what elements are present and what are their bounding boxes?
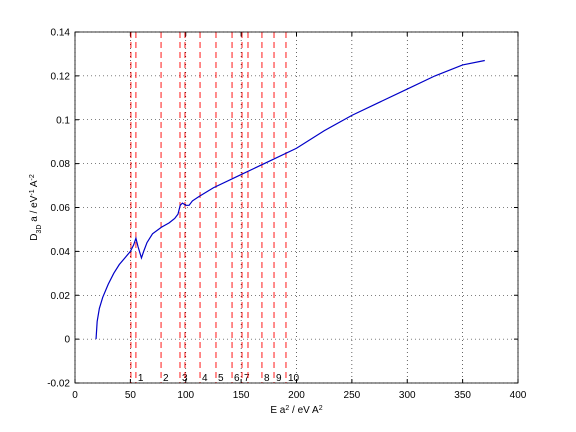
x-tick-label: 300: [399, 390, 416, 401]
y-axis-label-part: A: [29, 180, 40, 189]
x-tick-label: 150: [233, 390, 250, 401]
y-tick-label: 0.08: [51, 159, 71, 170]
x-tick-label: 50: [125, 390, 137, 401]
marker-label: 4: [202, 373, 208, 384]
y-tick-label: 0.04: [51, 247, 71, 258]
marker-label: 3: [182, 373, 188, 384]
marker-label: 9: [276, 373, 282, 384]
x-tick-label: 350: [454, 390, 471, 401]
x-tick-label: 200: [288, 390, 305, 401]
y-tick-label: 0: [64, 335, 70, 346]
marker-label: 2: [163, 373, 169, 384]
marker-label: 8: [264, 373, 270, 384]
y-tick-label: 0.06: [51, 203, 71, 214]
marker-label: 1: [138, 373, 144, 384]
x-tick-label: 250: [344, 390, 361, 401]
marker-label: 5: [218, 373, 224, 384]
y-axis-label-part: -2: [29, 174, 36, 180]
x-axis-label: E a2 / eV A2: [270, 405, 322, 417]
y-axis-label-part: D: [29, 234, 40, 241]
x-axis-label-part: / eV A: [289, 405, 319, 416]
axes-box: [74, 31, 519, 384]
y-tick-label: 0.02: [51, 291, 71, 302]
x-axis-label-part: 2: [285, 405, 289, 412]
x-axis-label-part: E a: [270, 405, 285, 416]
marker-label: 7: [244, 373, 250, 384]
marker-label: 6: [234, 373, 240, 384]
y-axis-label-part: a / eV: [29, 195, 40, 224]
marker-label: 10: [288, 373, 300, 384]
data-line: [95, 59, 485, 340]
y-tick-label: 0.12: [51, 71, 71, 82]
x-tick-label: 0: [72, 390, 78, 401]
y-tick-label: 0.14: [51, 28, 71, 39]
y-tick-label: 0.1: [56, 115, 70, 126]
y-axis-label: D3D a / eV-1 A-2: [29, 174, 43, 241]
y-axis-label-part: -1: [29, 189, 36, 195]
x-axis-label-part: 2: [319, 405, 323, 412]
y-axis-label-part: 3D: [36, 225, 43, 234]
y-tick-label: -0.02: [47, 379, 70, 390]
x-tick-label: 100: [177, 390, 194, 401]
x-tick-label: 400: [510, 390, 527, 401]
